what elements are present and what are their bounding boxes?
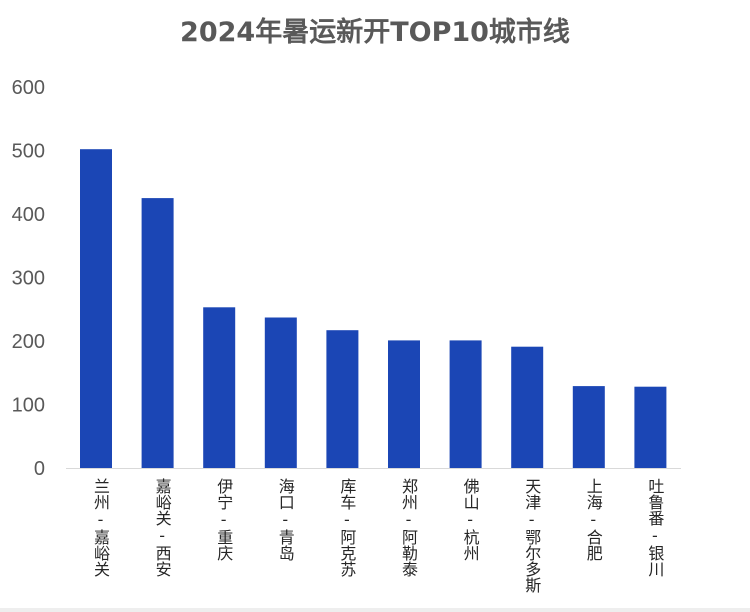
- x-tick-label: 伊宁-重庆: [214, 478, 234, 561]
- y-tick-label: 100: [12, 395, 45, 417]
- x-tick-label: 兰州-嘉峪关: [91, 478, 110, 577]
- bar: [326, 330, 359, 468]
- bar: [511, 346, 544, 468]
- y-tick-label: 200: [12, 331, 45, 353]
- x-tick-label: 嘉峪关-西安: [152, 478, 172, 577]
- bar: [634, 386, 667, 468]
- y-tick-label: 300: [12, 268, 45, 290]
- bar: [449, 340, 482, 468]
- divider: [0, 608, 750, 612]
- x-tick-label: 海口-青岛: [275, 478, 295, 561]
- bar: [80, 149, 112, 468]
- x-tick-label: 上海-合肥: [583, 478, 603, 561]
- bar: [572, 386, 605, 468]
- chart-title: 2024年暑运新开TOP10城市线: [180, 17, 570, 48]
- x-tick-label: 佛山-杭州: [460, 478, 480, 561]
- bar: [388, 340, 420, 468]
- y-tick-label: 500: [12, 141, 45, 163]
- bar: [264, 317, 297, 468]
- y-tick-label: 400: [12, 204, 45, 226]
- bar: [141, 198, 174, 468]
- x-tick-label: 郑州-阿勒泰: [399, 478, 418, 577]
- x-tick-label: 吐鲁番-银川: [645, 478, 665, 577]
- bar: [203, 307, 236, 468]
- y-tick-label: 600: [12, 77, 45, 99]
- x-tick-label: 库车-阿克苏: [337, 478, 357, 577]
- x-tick-label: 天津-鄂尔多斯: [522, 478, 542, 593]
- y-tick-label: 0: [34, 458, 45, 480]
